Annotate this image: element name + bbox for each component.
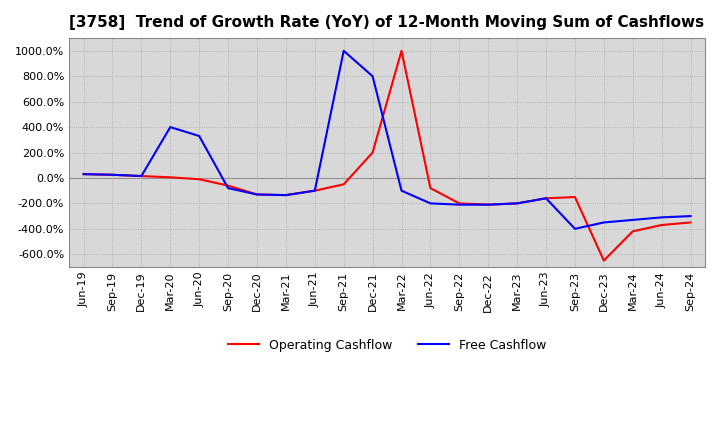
Free Cashflow xyxy=(397,188,406,193)
Free Cashflow xyxy=(166,125,174,130)
Operating Cashflow xyxy=(571,194,580,200)
Free Cashflow xyxy=(369,73,377,79)
Operating Cashflow xyxy=(79,172,88,177)
Operating Cashflow xyxy=(195,176,204,182)
Operating Cashflow xyxy=(657,222,666,227)
Operating Cashflow xyxy=(541,196,550,201)
Free Cashflow xyxy=(79,172,88,177)
Free Cashflow xyxy=(137,173,145,179)
Title: [3758]  Trend of Growth Rate (YoY) of 12-Month Moving Sum of Cashflows: [3758] Trend of Growth Rate (YoY) of 12-… xyxy=(70,15,705,30)
Free Cashflow xyxy=(253,192,261,197)
Free Cashflow xyxy=(484,202,492,207)
Operating Cashflow xyxy=(310,188,319,193)
Operating Cashflow xyxy=(166,175,174,180)
Free Cashflow xyxy=(282,192,290,198)
Operating Cashflow xyxy=(455,201,464,206)
Legend: Operating Cashflow, Free Cashflow: Operating Cashflow, Free Cashflow xyxy=(223,334,552,357)
Operating Cashflow xyxy=(629,229,637,234)
Operating Cashflow xyxy=(253,192,261,197)
Operating Cashflow xyxy=(600,258,608,263)
Operating Cashflow xyxy=(513,201,521,206)
Operating Cashflow xyxy=(686,220,695,225)
Operating Cashflow xyxy=(339,182,348,187)
Operating Cashflow xyxy=(224,183,233,188)
Line: Free Cashflow: Free Cashflow xyxy=(84,51,690,229)
Operating Cashflow xyxy=(397,48,406,54)
Free Cashflow xyxy=(657,215,666,220)
Free Cashflow xyxy=(455,202,464,207)
Free Cashflow xyxy=(195,133,204,139)
Operating Cashflow xyxy=(137,173,145,179)
Free Cashflow xyxy=(541,196,550,201)
Free Cashflow xyxy=(339,48,348,54)
Operating Cashflow xyxy=(484,202,492,207)
Line: Operating Cashflow: Operating Cashflow xyxy=(84,51,690,260)
Free Cashflow xyxy=(571,226,580,231)
Free Cashflow xyxy=(310,188,319,193)
Free Cashflow xyxy=(224,186,233,191)
Free Cashflow xyxy=(600,220,608,225)
Operating Cashflow xyxy=(108,172,117,177)
Free Cashflow xyxy=(629,217,637,223)
Operating Cashflow xyxy=(282,192,290,198)
Operating Cashflow xyxy=(369,150,377,155)
Operating Cashflow xyxy=(426,186,435,191)
Free Cashflow xyxy=(108,172,117,177)
Free Cashflow xyxy=(686,213,695,219)
Free Cashflow xyxy=(426,201,435,206)
Free Cashflow xyxy=(513,201,521,206)
